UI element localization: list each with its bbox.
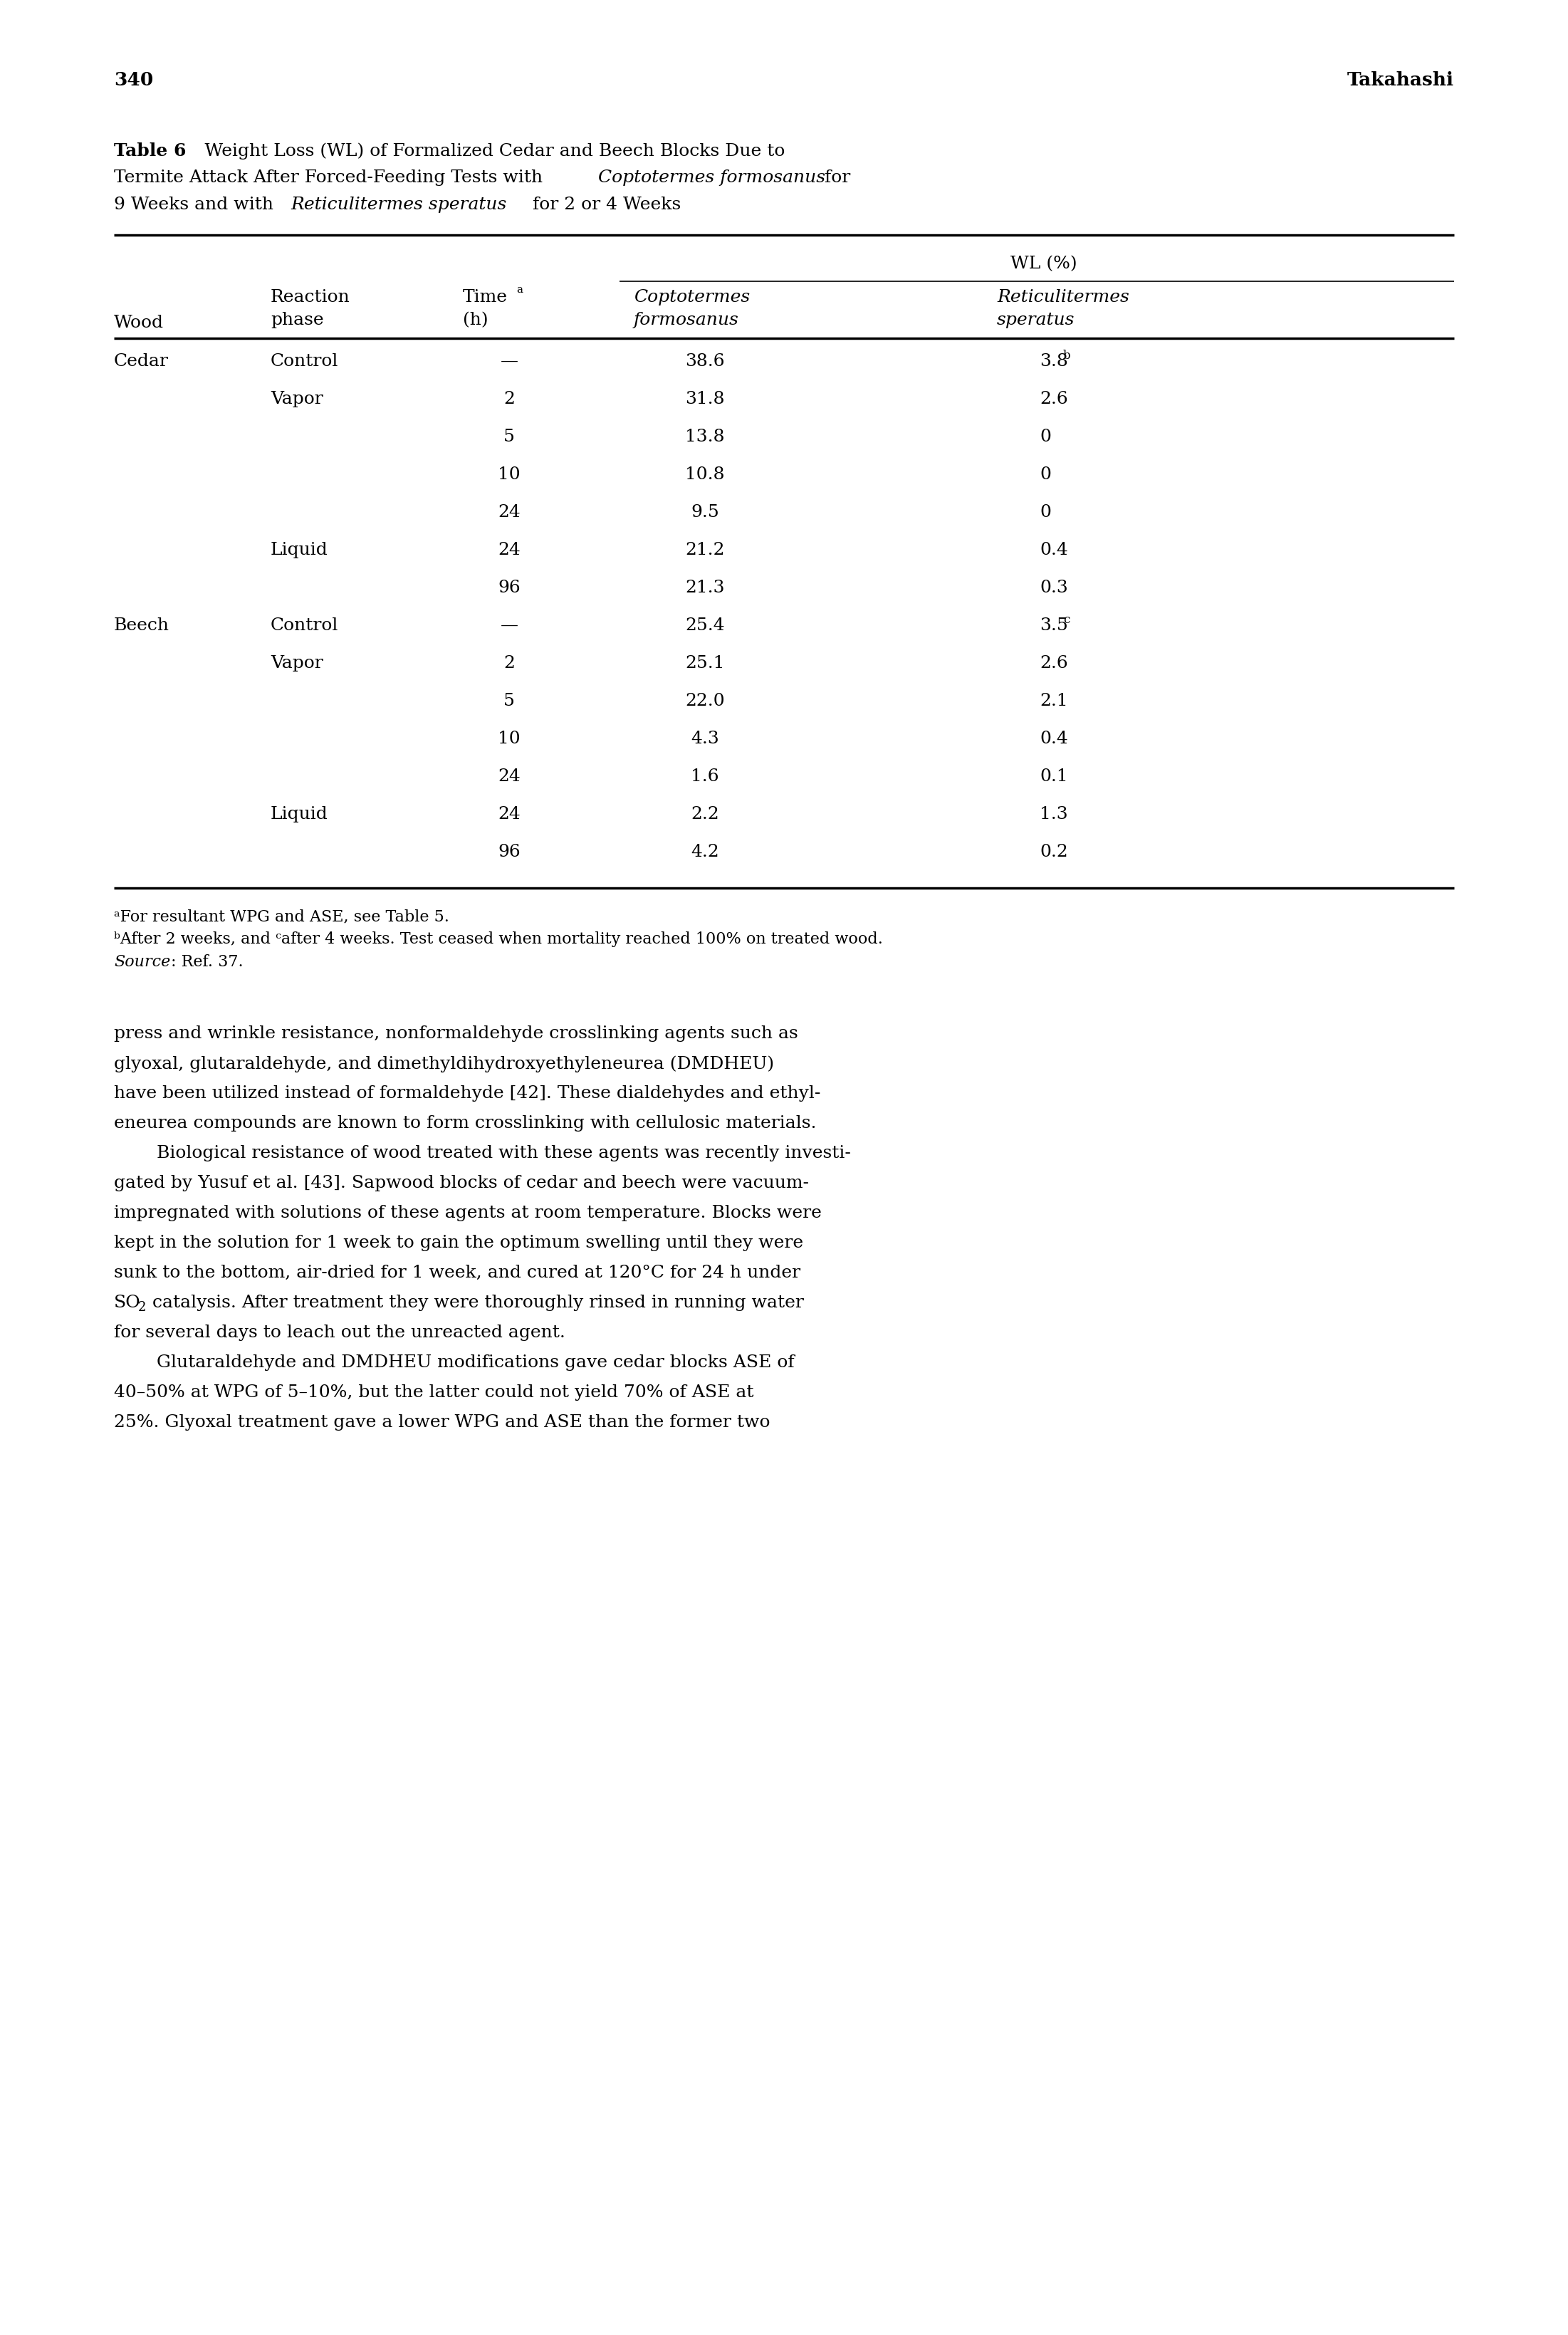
Text: Liquid: Liquid bbox=[271, 806, 328, 822]
Text: 0: 0 bbox=[1040, 467, 1051, 483]
Text: 24: 24 bbox=[497, 806, 521, 822]
Text: 21.2: 21.2 bbox=[685, 542, 724, 558]
Text: Weight Loss (WL) of Formalized Cedar and Beech Blocks Due to: Weight Loss (WL) of Formalized Cedar and… bbox=[196, 142, 786, 159]
Text: 2.1: 2.1 bbox=[1040, 693, 1068, 710]
Text: Wood: Wood bbox=[114, 315, 163, 332]
Text: Termite Attack After Forced-Feeding Tests with: Termite Attack After Forced-Feeding Test… bbox=[114, 170, 549, 187]
Text: glyoxal, glutaraldehyde, and dimethyldihydroxyethyleneurea (DMDHEU): glyoxal, glutaraldehyde, and dimethyldih… bbox=[114, 1055, 775, 1072]
Text: press and wrinkle resistance, nonformaldehyde crosslinking agents such as: press and wrinkle resistance, nonformald… bbox=[114, 1025, 798, 1041]
Text: speratus: speratus bbox=[997, 313, 1076, 329]
Text: 2.2: 2.2 bbox=[691, 806, 720, 822]
Text: eneurea compounds are known to form crosslinking with cellulosic materials.: eneurea compounds are known to form cros… bbox=[114, 1114, 817, 1130]
Text: 96: 96 bbox=[497, 843, 521, 859]
Text: 13.8: 13.8 bbox=[685, 430, 724, 446]
Text: b: b bbox=[1063, 350, 1071, 362]
Text: Reticulitermes speratus: Reticulitermes speratus bbox=[290, 196, 506, 212]
Text: 40–50% at WPG of 5–10%, but the latter could not yield 70% of ASE at: 40–50% at WPG of 5–10%, but the latter c… bbox=[114, 1385, 754, 1401]
Text: 31.8: 31.8 bbox=[685, 390, 724, 406]
Text: Vapor: Vapor bbox=[271, 390, 323, 406]
Text: c: c bbox=[1063, 614, 1069, 626]
Text: 21.3: 21.3 bbox=[685, 579, 724, 595]
Text: 3.5: 3.5 bbox=[1040, 616, 1068, 633]
Text: phase: phase bbox=[271, 313, 323, 329]
Text: 24: 24 bbox=[497, 768, 521, 785]
Text: Control: Control bbox=[271, 616, 339, 633]
Text: Biological resistance of wood treated with these agents was recently investi-: Biological resistance of wood treated wi… bbox=[157, 1144, 851, 1160]
Text: 96: 96 bbox=[497, 579, 521, 595]
Text: impregnated with solutions of these agents at room temperature. Blocks were: impregnated with solutions of these agen… bbox=[114, 1205, 822, 1221]
Text: 4.2: 4.2 bbox=[691, 843, 720, 859]
Text: have been utilized instead of formaldehyde [42]. These dialdehydes and ethyl-: have been utilized instead of formaldehy… bbox=[114, 1086, 820, 1102]
Text: 1.3: 1.3 bbox=[1040, 806, 1068, 822]
Text: 2: 2 bbox=[138, 1301, 146, 1312]
Text: 24: 24 bbox=[497, 542, 521, 558]
Text: 9 Weeks and with: 9 Weeks and with bbox=[114, 196, 279, 212]
Text: 5: 5 bbox=[503, 693, 514, 710]
Text: Source: Source bbox=[114, 955, 171, 969]
Text: : Ref. 37.: : Ref. 37. bbox=[171, 955, 243, 969]
Text: 0: 0 bbox=[1040, 430, 1051, 446]
Text: SO: SO bbox=[114, 1294, 141, 1310]
Text: 25%. Glyoxal treatment gave a lower WPG and ASE than the former two: 25%. Glyoxal treatment gave a lower WPG … bbox=[114, 1413, 770, 1429]
Text: Reaction: Reaction bbox=[271, 290, 350, 306]
Text: Liquid: Liquid bbox=[271, 542, 328, 558]
Text: Glutaraldehyde and DMDHEU modifications gave cedar blocks ASE of: Glutaraldehyde and DMDHEU modifications … bbox=[157, 1354, 795, 1371]
Text: (h): (h) bbox=[463, 313, 488, 329]
Text: a: a bbox=[516, 285, 522, 294]
Text: 25.4: 25.4 bbox=[685, 616, 724, 633]
Text: 0: 0 bbox=[1040, 504, 1051, 521]
Text: 2: 2 bbox=[503, 654, 514, 672]
Text: 0.4: 0.4 bbox=[1040, 731, 1068, 747]
Text: 0.2: 0.2 bbox=[1040, 843, 1068, 859]
Text: Time: Time bbox=[463, 290, 508, 306]
Text: 4.3: 4.3 bbox=[691, 731, 720, 747]
Text: 10.8: 10.8 bbox=[685, 467, 724, 483]
Text: 9.5: 9.5 bbox=[691, 504, 720, 521]
Text: catalysis. After treatment they were thoroughly rinsed in running water: catalysis. After treatment they were tho… bbox=[147, 1294, 804, 1310]
Text: 10: 10 bbox=[499, 467, 521, 483]
Text: WL (%): WL (%) bbox=[1010, 255, 1077, 271]
Text: 5: 5 bbox=[503, 430, 514, 446]
Text: —: — bbox=[500, 353, 517, 369]
Text: Cedar: Cedar bbox=[114, 353, 169, 369]
Text: 38.6: 38.6 bbox=[685, 353, 724, 369]
Text: Beech: Beech bbox=[114, 616, 169, 633]
Text: 1.6: 1.6 bbox=[691, 768, 720, 785]
Text: sunk to the bottom, air-dried for 1 week, and cured at 120°C for 24 h under: sunk to the bottom, air-dried for 1 week… bbox=[114, 1263, 801, 1280]
Text: 24: 24 bbox=[497, 504, 521, 521]
Text: Coptotermes: Coptotermes bbox=[633, 290, 750, 306]
Text: Table 6: Table 6 bbox=[114, 142, 187, 159]
Text: 3.8: 3.8 bbox=[1040, 353, 1068, 369]
Text: Control: Control bbox=[271, 353, 339, 369]
Text: ᵇAfter 2 weeks, and ᶜafter 4 weeks. Test ceased when mortality reached 100% on t: ᵇAfter 2 weeks, and ᶜafter 4 weeks. Test… bbox=[114, 932, 883, 946]
Text: ᵃFor resultant WPG and ASE, see Table 5.: ᵃFor resultant WPG and ASE, see Table 5. bbox=[114, 908, 450, 925]
Text: kept in the solution for 1 week to gain the optimum swelling until they were: kept in the solution for 1 week to gain … bbox=[114, 1235, 803, 1252]
Text: Vapor: Vapor bbox=[271, 654, 323, 672]
Text: 0.4: 0.4 bbox=[1040, 542, 1068, 558]
Text: 2.6: 2.6 bbox=[1040, 390, 1068, 406]
Text: —: — bbox=[500, 616, 517, 633]
Text: for 2 or 4 Weeks: for 2 or 4 Weeks bbox=[527, 196, 681, 212]
Text: for several days to leach out the unreacted agent.: for several days to leach out the unreac… bbox=[114, 1324, 566, 1340]
Text: formosanus: formosanus bbox=[633, 313, 739, 329]
Text: 10: 10 bbox=[499, 731, 521, 747]
Text: 2.6: 2.6 bbox=[1040, 654, 1068, 672]
Text: 340: 340 bbox=[114, 70, 154, 89]
Text: Reticulitermes: Reticulitermes bbox=[997, 290, 1129, 306]
Text: 0.3: 0.3 bbox=[1040, 579, 1068, 595]
Text: 2: 2 bbox=[503, 390, 514, 406]
Text: for: for bbox=[818, 170, 850, 187]
Text: gated by Yusuf et al. [43]. Sapwood blocks of cedar and beech were vacuum-: gated by Yusuf et al. [43]. Sapwood bloc… bbox=[114, 1175, 809, 1191]
Text: 25.1: 25.1 bbox=[685, 654, 724, 672]
Text: Coptotermes formosanus: Coptotermes formosanus bbox=[597, 170, 825, 187]
Text: Takahashi: Takahashi bbox=[1347, 70, 1454, 89]
Text: 22.0: 22.0 bbox=[685, 693, 724, 710]
Text: 0.1: 0.1 bbox=[1040, 768, 1068, 785]
